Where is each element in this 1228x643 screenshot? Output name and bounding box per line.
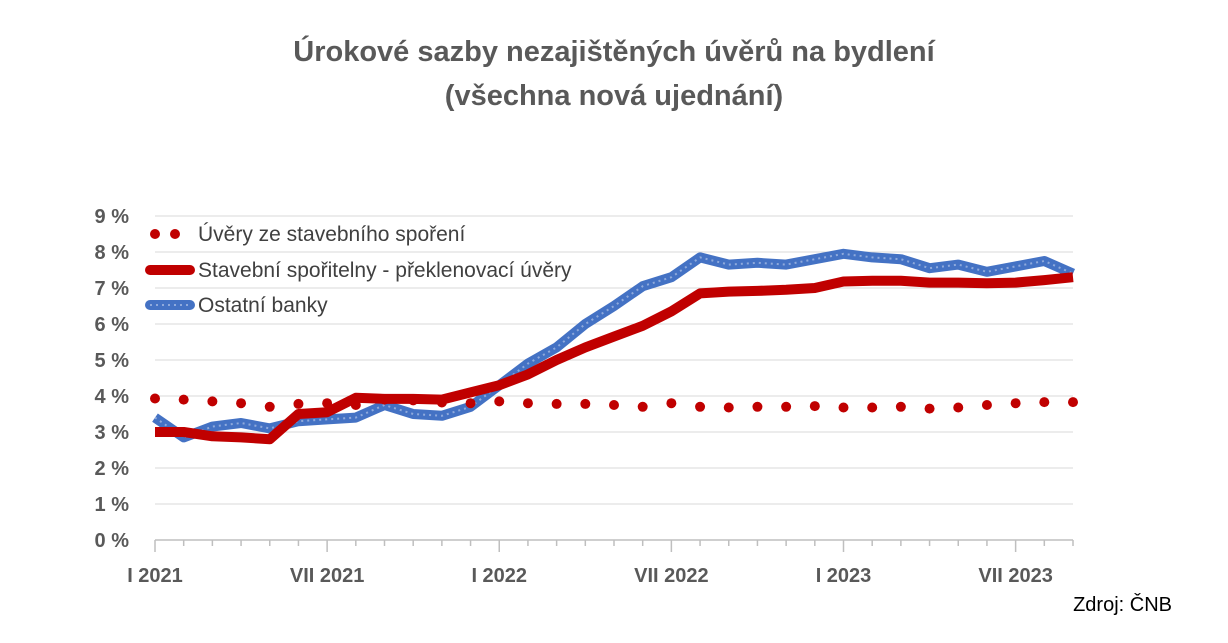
title-line-1: Úrokové sazby nezajištěných úvěrů na byd… [293, 36, 935, 68]
data-point-stavebni-sporeni [609, 400, 619, 410]
y-tick-label: 6 % [95, 314, 130, 336]
data-point-stavebni-sporeni [695, 401, 706, 412]
legend-marker-dot [170, 229, 180, 239]
y-tick-label: 7 % [95, 278, 130, 300]
data-point-stavebni-sporeni [580, 398, 591, 409]
x-tick-label: I 2023 [816, 565, 872, 587]
data-point-stavebni-sporeni [150, 393, 160, 404]
data-point-stavebni-sporeni [895, 401, 906, 412]
x-tick-label: VII 2022 [634, 565, 709, 587]
y-tick-label: 9 % [95, 206, 130, 228]
y-tick-label: 4 % [95, 386, 130, 408]
data-point-stavebni-sporeni [207, 396, 218, 407]
data-point-stavebni-sporeni [178, 394, 189, 405]
data-point-stavebni-sporeni [1068, 397, 1078, 408]
legend-label: Úvěry ze stavebního spoření [198, 223, 465, 246]
source-label: Zdroj: ČNB [1073, 594, 1172, 616]
y-tick-label: 2 % [95, 458, 130, 480]
data-point-stavebni-sporeni [522, 398, 533, 409]
data-point-stavebni-sporeni [781, 401, 792, 412]
data-point-stavebni-sporeni [293, 398, 304, 409]
data-point-stavebni-sporeni [666, 398, 677, 409]
data-point-stavebni-sporeni [752, 401, 763, 412]
y-tick-label: 3 % [95, 422, 130, 444]
data-point-stavebni-sporeni [1039, 397, 1050, 408]
x-tick-label: I 2021 [127, 565, 183, 587]
x-tick-label: VII 2021 [290, 565, 365, 587]
data-point-stavebni-sporeni [350, 400, 361, 410]
data-point-stavebni-sporeni [981, 400, 992, 410]
data-point-stavebni-sporeni [1010, 398, 1021, 409]
legend-label: Stavební spořitelny - překlenovací úvěry [198, 259, 572, 282]
data-point-stavebni-sporeni [436, 397, 447, 408]
data-point-stavebni-sporeni [264, 401, 275, 412]
data-point-stavebni-sporeni [379, 394, 390, 405]
series-texture-ostatni-banky [154, 252, 1074, 439]
data-point-stavebni-sporeni [637, 401, 648, 412]
data-point-stavebni-sporeni [924, 403, 935, 414]
y-tick-label: 1 % [95, 494, 130, 516]
legend-marker-dot [150, 229, 160, 239]
x-tick-label: VII 2023 [978, 565, 1053, 587]
data-point-stavebni-sporeni [867, 402, 878, 413]
chart-title: Úrokové sazby nezajištěných úvěrů na byd… [0, 30, 1228, 118]
data-point-stavebni-sporeni [236, 398, 247, 409]
data-point-stavebni-sporeni [494, 396, 505, 407]
y-tick-label: 0 % [95, 530, 130, 552]
data-point-stavebni-sporeni [809, 401, 820, 412]
x-tick-label: I 2022 [471, 565, 527, 587]
data-point-stavebni-sporeni [838, 402, 849, 413]
data-point-stavebni-sporeni [322, 398, 333, 409]
legend-label: Ostatní banky [198, 294, 328, 317]
data-point-stavebni-sporeni [953, 402, 964, 413]
data-point-stavebni-sporeni [723, 402, 734, 413]
series-line-preklenovaci [155, 272, 1074, 445]
data-point-stavebni-sporeni [551, 398, 562, 409]
data-point-stavebni-sporeni [465, 398, 476, 409]
data-point-stavebni-sporeni [408, 395, 419, 406]
y-tick-label: 5 % [95, 350, 130, 372]
title-line-2: (všechna nová ujednání) [444, 80, 784, 112]
y-tick-label: 8 % [95, 242, 130, 264]
